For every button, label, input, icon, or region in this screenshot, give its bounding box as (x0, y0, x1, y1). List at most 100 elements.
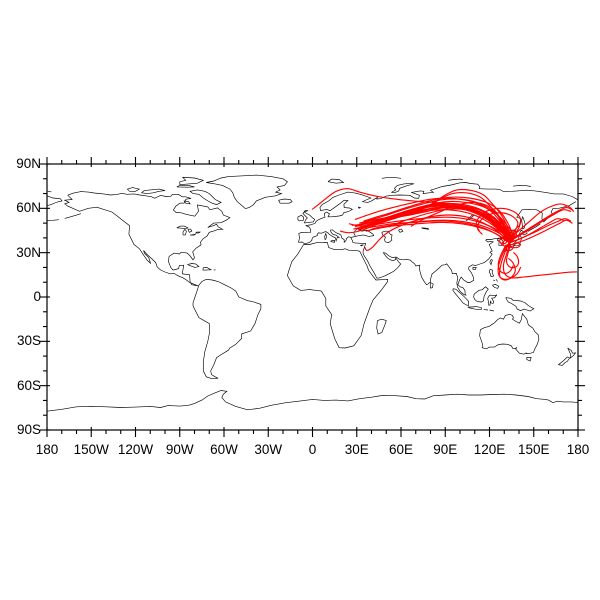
trajectory-path (365, 219, 511, 242)
x-tick-label-60W: 60W (210, 442, 238, 457)
coastline-path (187, 263, 200, 268)
coastline-path (195, 231, 201, 234)
coastline-path (187, 228, 193, 233)
coastline-path (526, 356, 532, 362)
map-frame (46, 163, 579, 431)
coastline-path (182, 228, 187, 236)
coastline-path (513, 185, 531, 187)
coastline-path (176, 225, 189, 229)
coastline-path (126, 187, 141, 192)
coastline-path (376, 318, 387, 335)
y-tick-label-90S: 90S (16, 422, 41, 437)
coastline-path (492, 284, 500, 289)
coastline-path (527, 223, 541, 232)
coastline-path (189, 189, 222, 205)
coastline-path (448, 178, 463, 181)
y-tick-label-60N: 60N (16, 200, 41, 216)
coastlines-layer (46, 174, 579, 412)
y-tick-label-90N: 90N (16, 156, 41, 171)
coastline-path (330, 240, 335, 243)
x-tick-label-60E: 60E (388, 442, 414, 457)
trajectory-path (339, 209, 511, 242)
trajectory-path (497, 244, 514, 274)
trajectory-path (502, 242, 578, 279)
coastline-path (567, 347, 577, 359)
coastline-path (192, 278, 262, 379)
trajectory-path (502, 235, 514, 242)
trajectory-path (475, 207, 522, 237)
x-tick-label-30E: 30E (344, 442, 369, 457)
y-tick-label-0: 0 (33, 289, 41, 304)
coastline-path (489, 259, 493, 266)
x-tick-label-90W: 90W (165, 442, 194, 457)
coastline-path (46, 390, 579, 412)
coastline-path (324, 232, 327, 240)
coastline-path (479, 312, 540, 355)
trajectory-path (498, 243, 516, 281)
trajectory-path (365, 220, 508, 243)
x-tick-label-180: 180 (35, 442, 59, 457)
trajectory-path (508, 218, 564, 244)
x-tick-label-150W: 150W (73, 442, 109, 457)
coastline-path (183, 200, 191, 205)
trajectories-layer (311, 188, 578, 281)
axis-ticks (40, 157, 585, 437)
coastline-path (302, 210, 316, 224)
coastline-path (278, 198, 293, 204)
coastline-path (64, 213, 81, 219)
trajectory-path (388, 208, 513, 241)
coastline-path (391, 182, 415, 194)
trajectory-path (497, 237, 508, 245)
coastline-path (495, 279, 498, 282)
coastline-path (473, 286, 489, 303)
coastline-path (179, 176, 205, 186)
y-tick-label-60S: 60S (16, 377, 41, 393)
trajectory-path (354, 197, 511, 237)
coastline-path (467, 306, 482, 311)
x-tick-label-0: 0 (308, 442, 317, 457)
coastline-path (421, 227, 430, 230)
trajectory-path (410, 201, 510, 242)
coastline-path (287, 241, 389, 349)
coastline-path (521, 215, 526, 230)
x-tick-label-30W: 30W (254, 442, 283, 457)
coastline-path (190, 233, 197, 236)
trajectory-path (511, 207, 573, 240)
coastline-path (489, 309, 494, 312)
coastline-path (176, 185, 195, 188)
trajectory-path (497, 243, 522, 280)
coastline-path (327, 178, 345, 184)
coastline-path (141, 188, 166, 194)
trajectory-path (363, 196, 514, 237)
trajectory-path (512, 242, 522, 249)
x-tick-label-120W: 120W (117, 442, 154, 457)
coastline-path (381, 177, 402, 179)
coastline-path (360, 244, 364, 247)
coastline-path (63, 191, 231, 287)
coastline-path (46, 219, 59, 221)
x-tick-label-90E: 90E (433, 442, 458, 457)
coastline-path (298, 201, 576, 296)
coastline-path (557, 356, 571, 366)
trajectory-path (512, 219, 573, 245)
y-tick-label-30N: 30N (16, 244, 41, 260)
coastline-path (429, 282, 434, 289)
coastline-path (487, 294, 498, 306)
coastline-path (202, 267, 213, 271)
coastline-path (46, 195, 63, 206)
trajectory-path (365, 203, 514, 239)
trajectory-path (509, 209, 572, 242)
coastline-path (398, 228, 404, 233)
y-tick-label-30S: 30S (16, 333, 41, 349)
trajectory-path (364, 214, 510, 251)
coastline-path (381, 230, 393, 243)
coastline-path (298, 182, 579, 243)
x-tick-label-120E: 120E (473, 442, 506, 457)
coastline-path (297, 214, 304, 222)
coastline-path (472, 266, 477, 270)
coastline-path (357, 206, 362, 209)
trajectory-path (503, 245, 514, 252)
x-tick-label-150E: 150E (517, 442, 550, 457)
